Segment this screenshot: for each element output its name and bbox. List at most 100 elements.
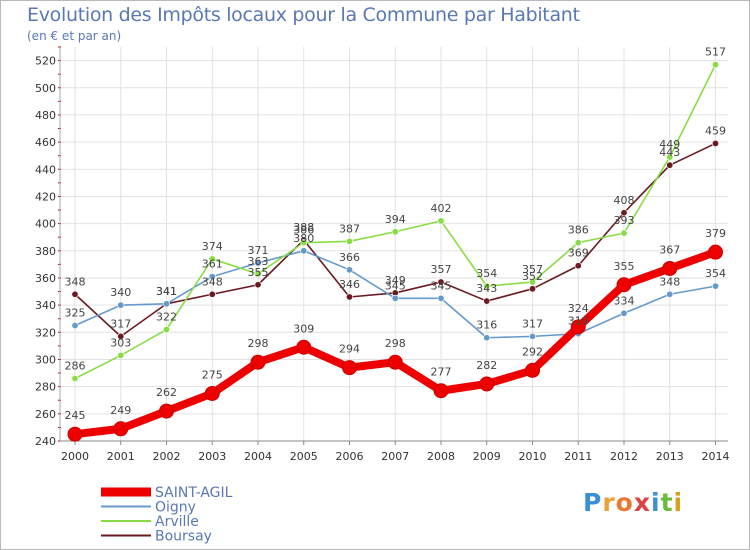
data-point-saint-agil — [570, 319, 586, 335]
data-label: 371 — [248, 244, 269, 257]
data-point-boursay — [437, 278, 445, 286]
data-label: 367 — [659, 243, 680, 256]
data-point-boursay — [620, 209, 628, 217]
data-point-oigny — [71, 322, 79, 330]
data-point-boursay — [71, 290, 79, 298]
data-point-arville — [666, 153, 674, 161]
data-point-arville — [574, 239, 582, 247]
data-label: 341 — [156, 285, 177, 298]
legend-label-arville: Arville — [155, 514, 199, 530]
data-label: 354 — [705, 267, 726, 280]
data-label: 292 — [522, 345, 543, 358]
x-tick-label: 2007 — [381, 450, 409, 463]
data-label: 366 — [339, 251, 360, 264]
data-label: 340 — [110, 286, 131, 299]
data-label: 348 — [65, 275, 86, 288]
y-tick-label: 340 — [35, 299, 56, 312]
x-tick-label: 2008 — [427, 450, 455, 463]
x-tick-label: 2013 — [656, 450, 684, 463]
data-label: 275 — [202, 368, 223, 381]
x-tick-label: 2006 — [336, 450, 364, 463]
data-label: 298 — [385, 337, 406, 350]
data-point-boursay — [574, 262, 582, 270]
data-label: 319 — [568, 315, 589, 328]
data-point-arville — [300, 239, 308, 247]
data-label: 325 — [65, 307, 86, 320]
chart-subtitle: (en € et par an) — [27, 29, 122, 43]
data-point-arville — [345, 237, 353, 245]
data-point-oigny — [254, 259, 262, 267]
data-point-saint-agil — [342, 360, 357, 376]
data-point-boursay — [117, 332, 125, 340]
data-label: 346 — [339, 278, 360, 291]
data-point-saint-agil — [616, 277, 632, 293]
data-label: 355 — [614, 260, 635, 273]
data-label: 352 — [522, 270, 543, 283]
data-point-oigny — [528, 332, 536, 340]
data-point-oigny — [300, 247, 308, 255]
data-label: 357 — [522, 263, 543, 276]
y-tick-label: 420 — [35, 190, 56, 203]
data-label: 408 — [614, 194, 635, 207]
logo-letter: r — [602, 488, 616, 517]
data-label: 348 — [659, 275, 680, 288]
data-label: 317 — [110, 317, 131, 330]
logo-letter: o — [615, 488, 634, 517]
data-point-oigny — [163, 300, 171, 308]
data-point-oigny — [483, 334, 491, 342]
y-tick-label: 360 — [35, 272, 56, 285]
data-label: 387 — [339, 222, 360, 235]
data-label: 343 — [476, 282, 497, 295]
data-point-saint-agil — [204, 385, 220, 401]
data-point-oigny — [345, 266, 353, 274]
data-label: 334 — [614, 294, 635, 307]
data-point-boursay — [666, 161, 674, 169]
data-point-saint-agil — [387, 354, 403, 370]
data-label: 309 — [293, 322, 314, 335]
data-label: 379 — [705, 227, 726, 240]
data-label: 298 — [248, 337, 269, 350]
data-point-oigny — [391, 294, 399, 302]
data-point-oigny — [666, 290, 674, 298]
x-tick-label: 2014 — [702, 450, 730, 463]
legend-label-oigny: Oigny — [155, 500, 196, 516]
data-point-arville — [483, 282, 491, 290]
data-label: 517 — [705, 46, 726, 59]
y-tick-label: 380 — [35, 245, 56, 258]
data-point-arville — [71, 375, 79, 383]
logo-letter: i — [651, 488, 661, 517]
data-point-saint-agil — [113, 421, 129, 437]
data-point-saint-agil — [250, 354, 266, 370]
y-tick-label: 440 — [35, 163, 56, 176]
data-point-arville — [117, 351, 125, 359]
data-label: 386 — [293, 224, 314, 237]
data-label: 286 — [65, 360, 86, 373]
data-point-saint-agil — [67, 426, 83, 442]
data-label: 449 — [659, 138, 680, 151]
x-tick-label: 2011 — [564, 450, 592, 463]
data-label: 324 — [568, 302, 589, 315]
chart-title: Evolution des Impôts locaux pour la Comm… — [27, 4, 580, 26]
data-label: 357 — [431, 263, 452, 276]
data-point-arville — [254, 270, 262, 278]
data-label: 374 — [202, 240, 223, 253]
data-point-arville — [437, 217, 445, 225]
legend-label-boursay: Boursay — [155, 529, 212, 545]
x-tick-label: 2005 — [290, 450, 318, 463]
data-label: 361 — [202, 258, 223, 271]
data-label: 322 — [156, 311, 177, 324]
data-label: 282 — [476, 359, 497, 372]
data-label: 459 — [705, 124, 726, 137]
y-tick-label: 240 — [35, 435, 56, 448]
data-label: 354 — [476, 267, 497, 280]
y-tick-label: 460 — [35, 136, 56, 149]
y-tick-label: 400 — [35, 218, 56, 231]
data-label: 380 — [293, 232, 314, 245]
y-tick-label: 280 — [35, 381, 56, 394]
data-point-arville — [163, 326, 171, 334]
logo-letter: i — [673, 488, 684, 517]
data-point-saint-agil — [662, 260, 678, 276]
data-point-arville — [711, 61, 719, 69]
y-tick-label: 320 — [35, 326, 56, 339]
